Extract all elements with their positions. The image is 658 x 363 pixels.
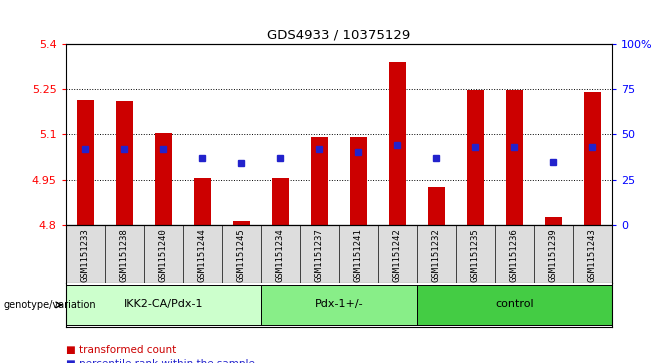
Bar (155, 133, 172, 225)
Text: GSM1151234: GSM1151234 (276, 228, 285, 282)
Text: IKK2-CA/Pdx-1: IKK2-CA/Pdx-1 (124, 299, 203, 309)
Text: GSM1151237: GSM1151237 (315, 228, 324, 282)
Text: GSM1151243: GSM1151243 (588, 228, 597, 282)
Bar (467, 90, 484, 225)
Bar (584, 92, 601, 225)
Bar (389, 62, 406, 225)
Text: GSM1151232: GSM1151232 (432, 228, 441, 282)
Title: GDS4933 / 10375129: GDS4933 / 10375129 (267, 28, 411, 41)
Bar (261, 285, 417, 325)
Text: GSM1151245: GSM1151245 (237, 228, 246, 282)
Text: GSM1151244: GSM1151244 (198, 228, 207, 282)
Bar (66, 285, 261, 325)
Text: GSM1151233: GSM1151233 (81, 228, 89, 282)
Bar (311, 137, 328, 225)
Text: ■ percentile rank within the sample: ■ percentile rank within the sample (66, 359, 255, 363)
Text: GSM1151242: GSM1151242 (393, 228, 402, 282)
Text: GSM1151240: GSM1151240 (159, 228, 168, 282)
Text: GSM1151241: GSM1151241 (354, 228, 363, 282)
Bar (76, 99, 94, 225)
Bar (505, 90, 523, 225)
Text: genotype/variation: genotype/variation (3, 300, 96, 310)
Bar (428, 187, 445, 225)
Bar (545, 217, 562, 225)
Text: ■ transformed count: ■ transformed count (66, 345, 176, 355)
Text: GSM1151236: GSM1151236 (510, 228, 519, 282)
Bar (417, 285, 612, 325)
Bar (193, 178, 211, 225)
Text: Pdx-1+/-: Pdx-1+/- (315, 299, 363, 309)
Text: GSM1151235: GSM1151235 (471, 228, 480, 282)
Text: GSM1151238: GSM1151238 (120, 228, 129, 282)
Bar (232, 220, 250, 225)
Text: GSM1151239: GSM1151239 (549, 228, 558, 282)
Text: control: control (495, 299, 534, 309)
Bar (272, 178, 289, 225)
Bar (349, 137, 367, 225)
Bar (116, 101, 133, 225)
